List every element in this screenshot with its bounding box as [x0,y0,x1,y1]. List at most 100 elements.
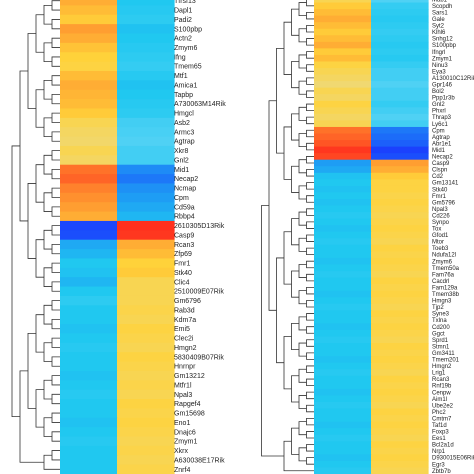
dendrogram-branch [291,323,299,350]
dendrogram-branch [306,326,314,334]
heatmap-cell [60,183,118,194]
heatmap-cell [60,286,118,297]
dendrogram-branch [306,142,314,151]
gene-label: Egr3 [432,462,445,468]
heatmap-cell [60,89,118,100]
heatmap-cell [117,70,175,81]
gene-label: Hmgn3 [432,299,452,305]
dendrogram-branch [35,314,44,353]
dendrogram-branch [306,11,314,20]
gene-label: Ncmap [174,186,196,193]
gene-label: Cpm [174,195,189,202]
heatmap-cell [117,305,175,316]
heatmap-cell [371,329,429,338]
heatmap-cell [314,9,372,17]
heatmap-cell [314,310,372,318]
heatmap-cell [371,35,429,43]
heatmap-cell [60,127,118,138]
heatmap-cell [371,428,429,436]
heatmap-cell [60,80,118,91]
dendrogram-branch [306,273,314,282]
dendrogram-branch [306,77,314,85]
gene-label: Bcl2a1d [432,443,454,449]
heatmap-cell [371,257,429,266]
heatmap-cell [371,415,429,423]
heatmap-cell [117,42,175,53]
dendrogram-branch [291,113,299,141]
dendrogram-branch [43,79,52,100]
dendrogram-branch [51,393,60,405]
heatmap-cell [314,434,372,442]
heatmap-cell [314,460,372,469]
gene-label: Kdm7a [174,317,196,324]
heatmap-cell [117,249,175,260]
heatmap-cell [371,441,429,449]
gene-label: Amica1 [174,82,197,89]
heatmap-cell [117,342,175,353]
dendrogram-branch [43,117,52,137]
heatmap-cell [314,212,372,220]
gene-label: Gm15698 [174,411,205,418]
heatmap-cell [117,295,175,306]
heatmap-cell [60,389,118,400]
heatmap-cell [314,329,372,338]
heatmap-cell [60,417,118,428]
heatmap-cell [371,9,429,17]
gene-label: Zbtb7b [432,469,451,474]
heatmap-cell [60,211,118,222]
gene-label: Stmn1 [432,344,450,350]
heatmap-cell [60,230,118,241]
heatmap-cell [314,428,372,436]
heatmap-cell [60,361,118,372]
heatmap-cell [60,174,118,185]
gene-label: A130010C12Rik [432,76,474,82]
heatmap-cell [314,198,372,207]
dendrogram-branch [27,333,36,409]
dendrogram-branch [51,168,60,180]
heatmap-cell [371,225,429,233]
dendrogram-branch [306,51,314,59]
dendrogram-branch [35,89,44,128]
dendrogram-branch [51,431,60,442]
heatmap-cell [60,136,118,147]
heatmap-cell [371,153,429,161]
heatmap-cell [371,244,429,252]
gene-label: Znrf4 [174,467,190,474]
gene-label: Cpm [432,128,445,134]
heatmap-cell [117,258,175,269]
gene-label: Thrap3 [432,115,452,121]
dendrogram-branch [306,156,314,164]
heatmap-cell [60,324,118,335]
heatmap-cell [371,166,429,174]
heatmap-cell [371,159,429,167]
gene-label: Clic4 [174,279,190,286]
heatmap-cell [371,100,429,108]
dendrogram-branch [306,339,314,347]
dendrogram-branch [306,221,314,229]
gene-label: Txlna [432,318,447,324]
heatmap-cell [371,212,429,220]
dendrogram-branch [51,56,60,67]
heatmap-cell [60,202,118,213]
heatmap-cell [371,356,429,364]
heatmap-cell [314,356,372,364]
gene-label: S100pbp [174,26,202,33]
heatmap-cell [60,192,118,203]
heatmap-cell [60,5,118,16]
gene-label: Zmym1 [432,56,453,62]
gene-label: Gpr146 [432,83,453,89]
dendrogram-branch [298,447,307,462]
dendrogram-branch [306,247,314,256]
heatmap-cell [314,290,372,298]
heatmap-cell [314,447,372,455]
heatmap-cell [371,2,429,10]
heatmap-cell [314,22,372,30]
heatmap-cell [371,408,429,416]
heatmap-cell [314,113,372,122]
heatmap-cell [117,380,175,391]
heatmap-cell [371,310,429,318]
gene-label: Xkr8 [174,148,189,155]
dendrogram-branch [43,192,52,212]
gene-label: Hmgcl [174,111,194,118]
dendrogram-branch [298,316,307,331]
